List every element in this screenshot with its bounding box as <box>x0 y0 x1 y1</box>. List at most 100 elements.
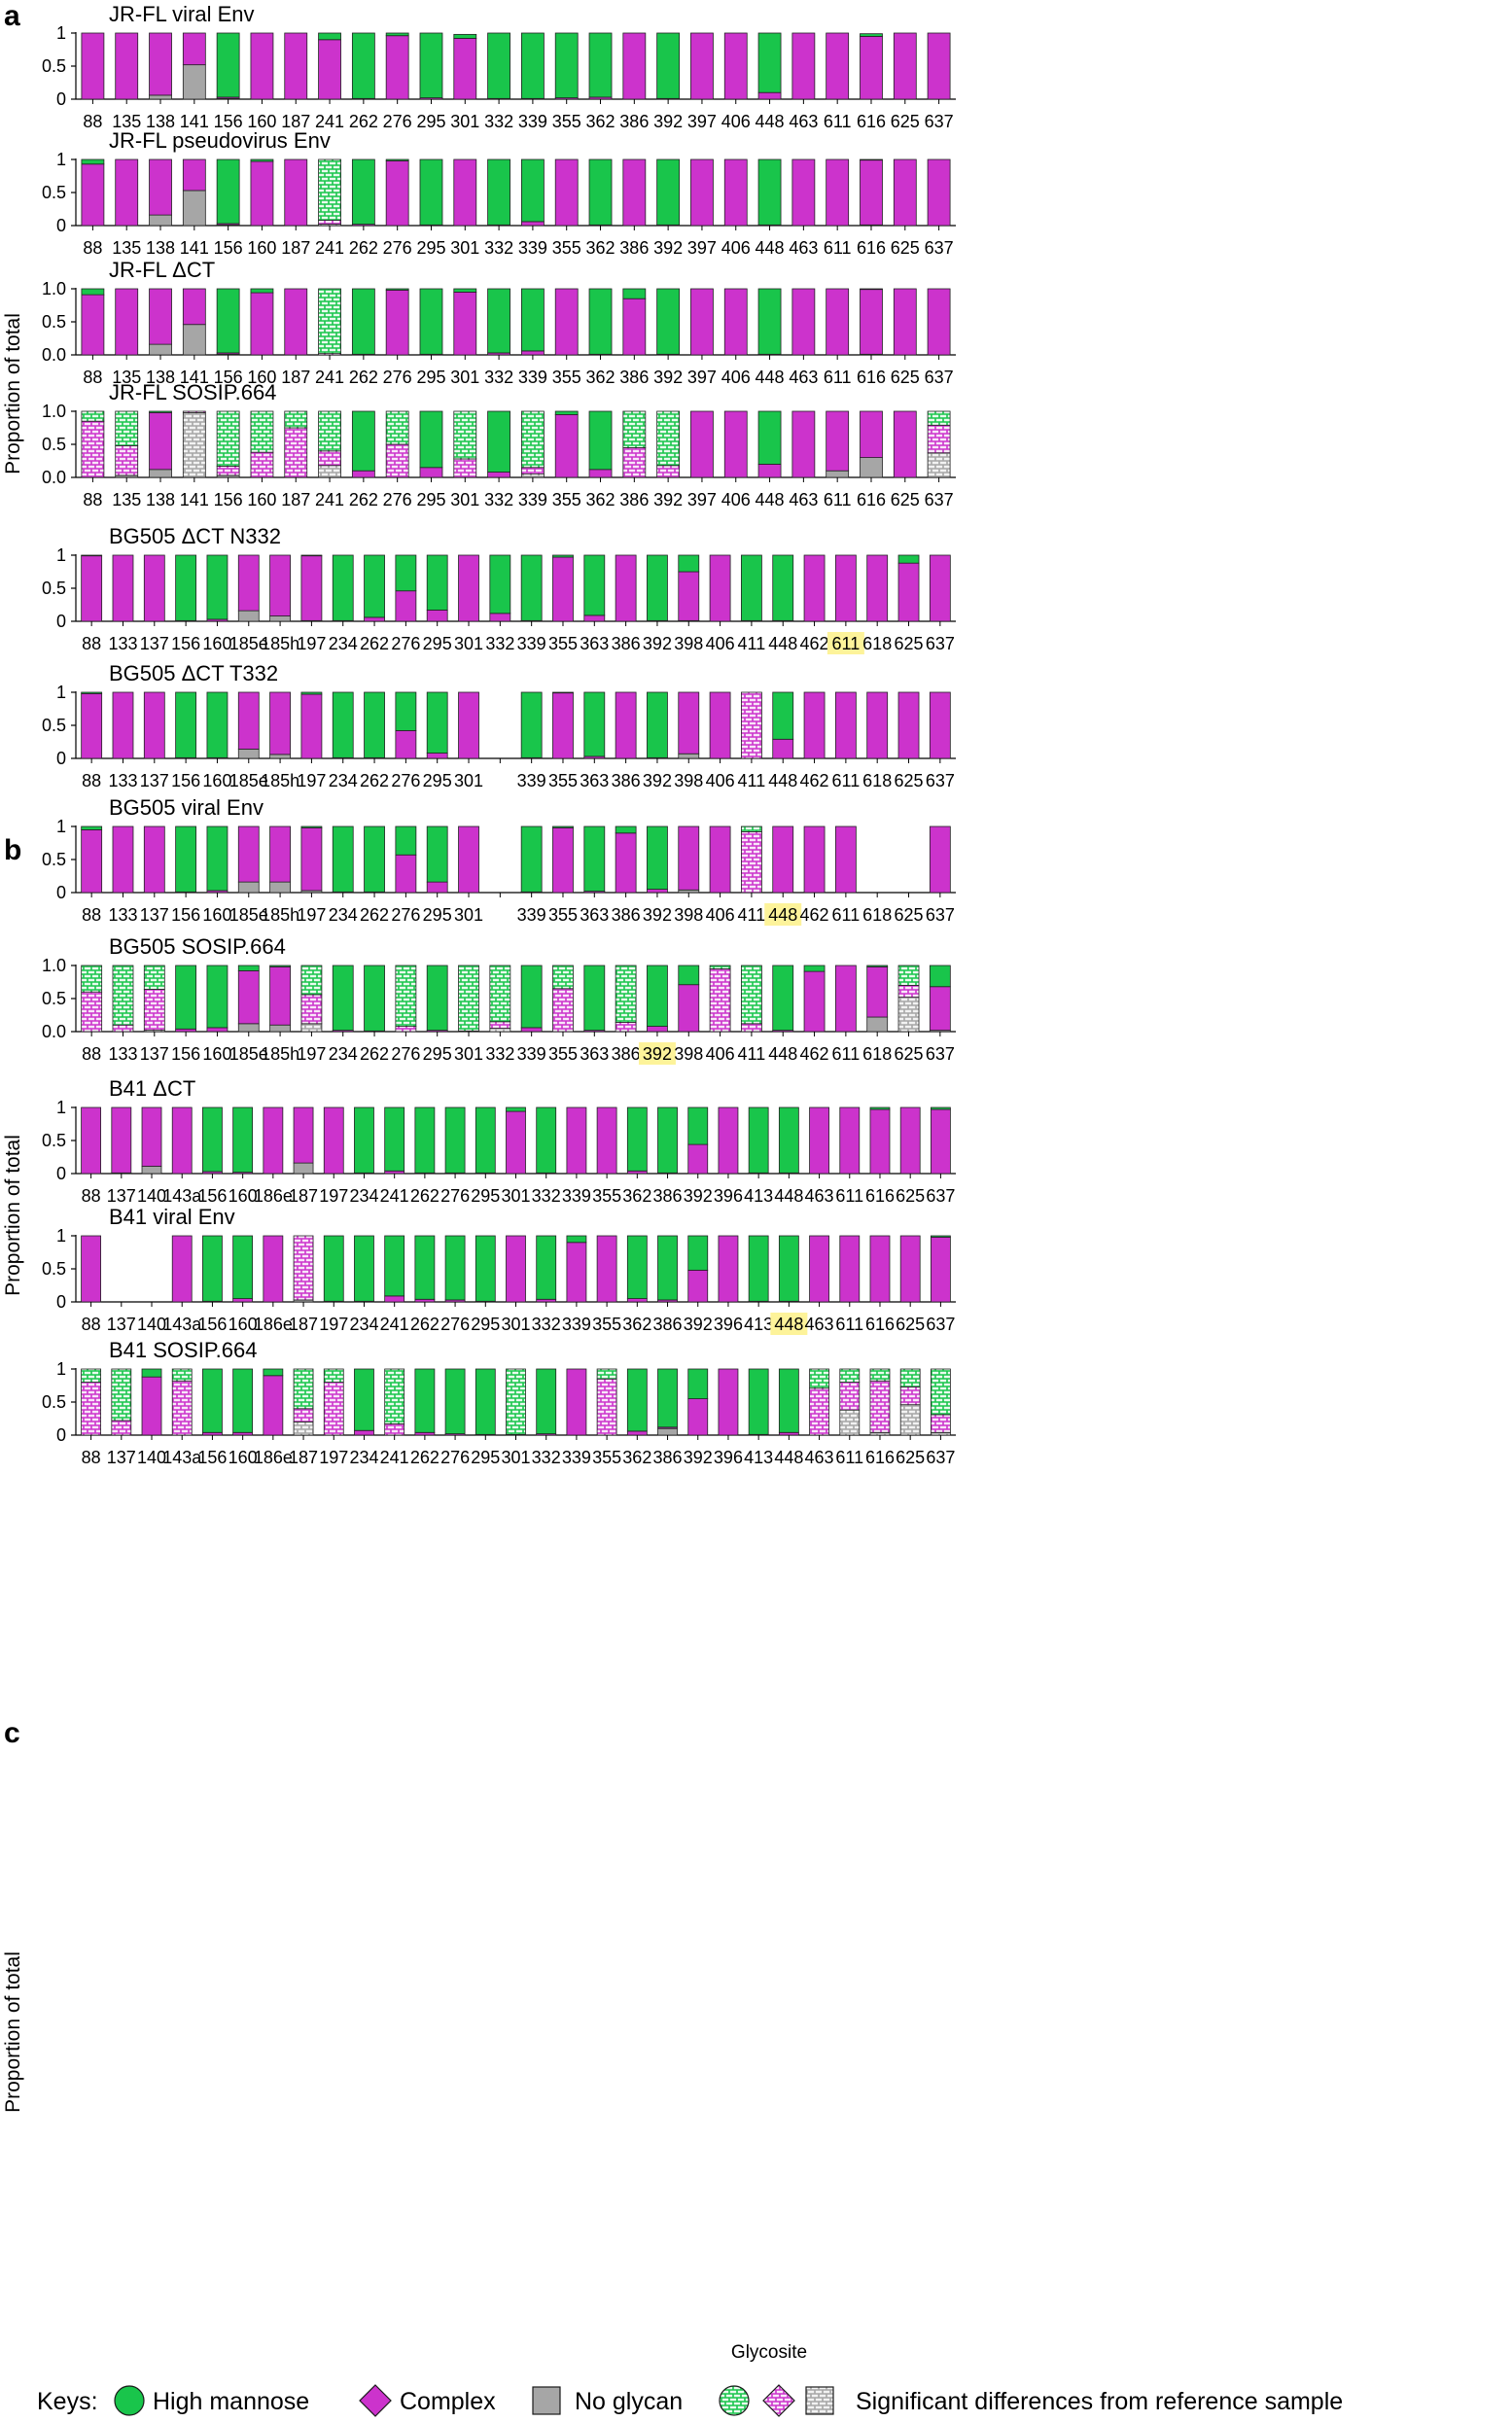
bar-complex <box>112 825 134 894</box>
bar-complex <box>112 691 134 759</box>
bar-complex <box>115 444 139 476</box>
x-tick-label: 448 <box>756 490 785 509</box>
x-tick-label: 141 <box>180 368 209 387</box>
bar-complex <box>723 410 748 478</box>
bar-complex <box>182 32 206 66</box>
bar-complex <box>250 451 274 478</box>
x-tick-label: 234 <box>349 1315 378 1334</box>
bar-complex <box>834 825 857 894</box>
x-tick-label: 463 <box>789 112 818 131</box>
x-tick-label: 187 <box>289 1186 318 1206</box>
chart-7: BG505 viral Env 0 0.5 1 88 133 137 156 160185e18… <box>42 795 956 926</box>
bar-high-mannose <box>520 965 543 1029</box>
x-tick-label: 411 <box>738 1044 766 1064</box>
x-tick-label: 339 <box>562 1186 591 1206</box>
bar-high-mannose <box>206 554 229 620</box>
x-tick-label: 637 <box>925 490 954 509</box>
x-tick-label: 362 <box>585 112 615 131</box>
bar-high-mannose <box>232 1235 254 1299</box>
x-tick-label: 160 <box>229 1315 258 1334</box>
x-tick-label: 397 <box>687 368 717 387</box>
bar-high-mannose <box>419 288 443 355</box>
bar-complex <box>566 1242 587 1303</box>
x-tick-label: 411 <box>738 905 766 925</box>
bar-high-mannose <box>475 1106 496 1174</box>
bar-high-mannose <box>860 288 883 291</box>
bar-complex <box>834 965 857 1033</box>
bar-complex <box>930 1108 951 1175</box>
bar-complex <box>860 159 883 226</box>
bar-complex <box>323 1382 344 1436</box>
bar-complex <box>269 691 291 755</box>
bar-high-mannose <box>300 691 323 695</box>
bar-no-glycan <box>141 1166 162 1175</box>
x-tick-label: 398 <box>674 1044 703 1064</box>
y-tick-label: 1 <box>56 1098 66 1117</box>
x-tick-label: 616 <box>865 1448 895 1467</box>
bar-high-mannose <box>458 965 479 1032</box>
x-tick-label: 625 <box>894 905 923 925</box>
panel-letter-a: a <box>4 0 20 32</box>
bar-complex <box>111 1106 132 1174</box>
bar-high-mannose <box>81 691 103 694</box>
bar-complex <box>521 221 545 227</box>
x-tick-label: 616 <box>857 490 886 509</box>
bar-high-mannose <box>81 410 105 422</box>
y-tick-label: 1 <box>56 683 66 702</box>
bar-high-mannose <box>300 554 323 557</box>
x-tick-label: 413 <box>744 1448 773 1467</box>
bar-complex <box>615 1022 637 1033</box>
x-tick-label: 295 <box>471 1315 500 1334</box>
bar-complex <box>364 616 385 622</box>
x-tick-label: 448 <box>774 1448 803 1467</box>
bar-high-mannose <box>772 965 794 1032</box>
x-tick-label: 386 <box>612 1044 641 1064</box>
x-tick-label: 160 <box>247 368 276 387</box>
x-tick-label: 137 <box>107 1186 136 1206</box>
bar-high-mannose <box>426 825 448 883</box>
x-tick-label: 138 <box>146 490 175 509</box>
bar-complex <box>893 288 917 356</box>
x-tick-label: 448 <box>768 1044 797 1064</box>
bar-complex <box>112 554 134 622</box>
legend-no-glycan-swatch <box>532 2386 561 2415</box>
bar-complex <box>723 288 748 356</box>
bar-high-mannose <box>175 965 197 1030</box>
bar-high-mannose <box>772 691 794 740</box>
x-tick-label: 133 <box>108 905 137 925</box>
x-tick-label: 625 <box>896 1448 925 1467</box>
bar-high-mannose <box>202 1106 223 1173</box>
bar-complex <box>583 614 606 622</box>
legend: Keys: High mannose Complex No glycan Sig… <box>37 2384 1343 2417</box>
bar-high-mannose <box>521 410 545 469</box>
bar-high-mannose <box>202 1368 223 1433</box>
x-tick-label: 241 <box>315 238 344 258</box>
x-tick-label: 355 <box>592 1186 621 1206</box>
bar-high-mannose <box>626 1368 648 1432</box>
x-tick-label: 241 <box>315 490 344 509</box>
x-tick-label: 262 <box>349 112 378 131</box>
bar-complex <box>687 1143 709 1175</box>
x-tick-label: 406 <box>721 238 751 258</box>
x-tick-label: 339 <box>562 1315 591 1334</box>
x-tick-label: 262 <box>349 490 378 509</box>
x-tick-label: 301 <box>454 1044 483 1064</box>
bar-complex <box>206 1027 229 1033</box>
legend-no-glycan-label: No glycan <box>575 2388 683 2415</box>
x-tick-label: 448 <box>756 368 785 387</box>
bar-no-glycan <box>237 1023 260 1033</box>
x-tick-label: 143a <box>162 1186 202 1206</box>
bar-high-mannose <box>757 32 782 93</box>
x-tick-label: 295 <box>423 634 452 653</box>
x-tick-label: 187 <box>289 1315 318 1334</box>
bar-high-mannose <box>552 825 574 828</box>
bar-high-mannose <box>300 825 323 828</box>
x-tick-label: 187 <box>281 112 310 131</box>
x-tick-label: 406 <box>721 368 751 387</box>
bar-high-mannose <box>395 825 417 856</box>
bar-high-mannose <box>206 825 229 892</box>
bar-high-mannose <box>748 1235 769 1302</box>
x-tick-label: 611 <box>824 238 852 258</box>
